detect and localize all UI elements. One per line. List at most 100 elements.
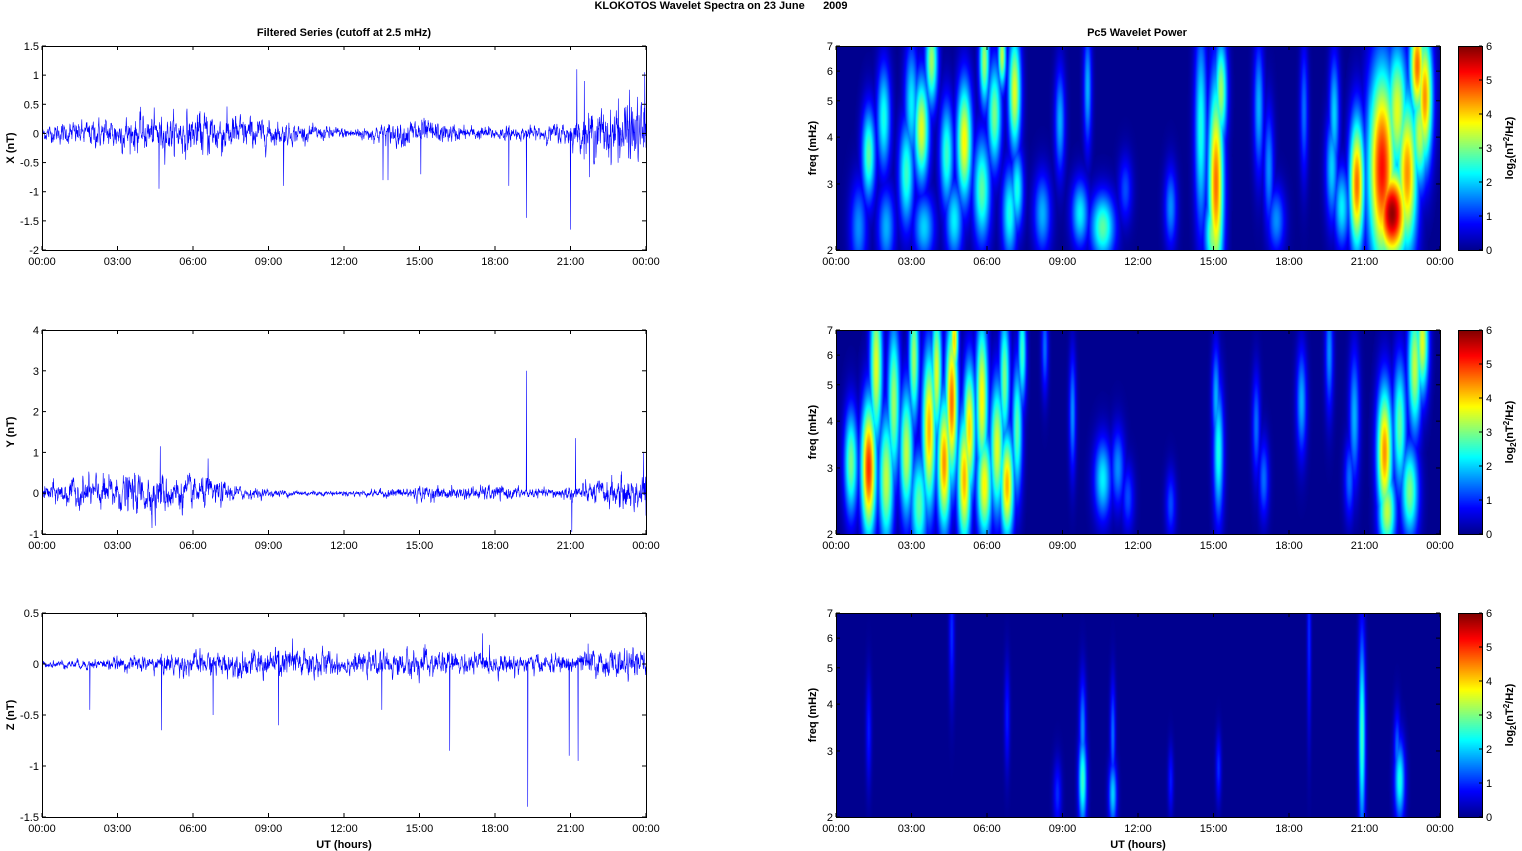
right-column-title: Pc5 Wavelet Power	[1087, 27, 1188, 39]
y-tick-label: 1.5	[24, 41, 39, 53]
x-tick-label: 06:00	[179, 540, 207, 552]
x-tick-label: 03:00	[898, 256, 926, 268]
colorbar-tick-label: 3	[1486, 427, 1492, 439]
colorbar-gradient	[1458, 330, 1482, 534]
colorbar-gradient	[1458, 613, 1482, 817]
y-tick-label: 2	[33, 407, 39, 419]
x-tick-label: 15:00	[1200, 540, 1228, 552]
colorbar-label: log2(nT2/Hz)	[1502, 116, 1518, 179]
x-tick-label: 09:00	[1049, 256, 1077, 268]
x-spectrum-colorbar: 0 1 2 3 4 5 6 log2(nT2/Hz)	[1458, 41, 1518, 257]
colorbar-tick-label: 0	[1486, 245, 1492, 257]
axes-frame	[42, 613, 647, 818]
colorbar-tick-label: 1	[1486, 211, 1492, 223]
colorbar-gradient	[1458, 46, 1482, 250]
x-tick-label: 09:00	[255, 823, 283, 835]
x-tick-label: 18:00	[1275, 823, 1303, 835]
x-tick-label: 21:00	[557, 540, 585, 552]
x-tick-label: 18:00	[481, 823, 509, 835]
x-axis-label: UT (hours)	[316, 839, 372, 851]
y-tick-label: 6	[827, 633, 833, 645]
x-tick-label: 00:00	[1426, 823, 1454, 835]
y-tick-label: 7	[827, 41, 833, 53]
x-tick-label: 06:00	[179, 256, 207, 268]
x-tick-label: 15:00	[1200, 256, 1228, 268]
y-axis-label: Z (nT)	[5, 699, 17, 730]
y-tick-label: -1.5	[20, 216, 39, 228]
colorbar-frame	[1458, 613, 1483, 818]
y-tick-label: 0.5	[24, 99, 39, 111]
x-tick-label: 03:00	[104, 823, 132, 835]
y-series-panel: 00:00 03:00 06:00 09:00 12:00 15:00 18:00 21:00…	[5, 325, 660, 552]
x-tick-label: 18:00	[481, 540, 509, 552]
colorbar-tick-label: 0	[1486, 812, 1492, 824]
y-tick-label: 7	[827, 608, 833, 620]
y-tick-label: 0	[33, 659, 39, 671]
x-tick-label: 21:00	[1351, 823, 1379, 835]
y-tick-label: -1	[29, 187, 39, 199]
y-spectrum-heatmap	[836, 330, 1440, 534]
x-tick-label: 00:00	[1426, 540, 1454, 552]
y-tick-label: 4	[827, 699, 833, 711]
y-tick-label: -2	[29, 245, 39, 257]
y-tick-label: 4	[827, 132, 833, 144]
x-tick-label: 15:00	[1200, 823, 1228, 835]
colorbar-frame	[1458, 330, 1483, 535]
y-tick-label: 2	[827, 245, 833, 257]
x-tick-label: 18:00	[1275, 540, 1303, 552]
x-tick-label: 06:00	[973, 540, 1001, 552]
y-tick-label: 0	[33, 128, 39, 140]
y-tick-label: 5	[827, 663, 833, 675]
figure-title: KLOKOTOS Wavelet Spectra on 23 June 2009	[594, 0, 847, 12]
x-tick-label: 00:00	[28, 256, 56, 268]
x-tick-label: 12:00	[330, 823, 358, 835]
x-tick-label: 09:00	[255, 540, 283, 552]
x-tick-label: 00:00	[822, 256, 850, 268]
x-tick-label: 06:00	[973, 823, 1001, 835]
colorbar-tick-label: 3	[1486, 710, 1492, 722]
colorbar-label: log2(nT2/Hz)	[1502, 400, 1518, 463]
colorbar-tick-label: 1	[1486, 778, 1492, 790]
x-tick-label: 12:00	[1124, 256, 1152, 268]
y-axis-label: X (nT)	[5, 132, 17, 163]
colorbar-tick-label: 5	[1486, 75, 1492, 87]
x-tick-label: 00:00	[28, 540, 56, 552]
axes-frame	[42, 330, 647, 535]
colorbar-tick-label: 2	[1486, 461, 1492, 473]
left-column-title: Filtered Series (cutoff at 2.5 mHz)	[257, 27, 432, 39]
y-tick-label: -1.5	[20, 812, 39, 824]
y-tick-label: 7	[827, 325, 833, 337]
axes-frame	[42, 46, 647, 251]
y-tick-label: 3	[33, 366, 39, 378]
x-tick-label: 18:00	[481, 256, 509, 268]
x-tick-label: 12:00	[330, 256, 358, 268]
y-tick-label: -1	[29, 529, 39, 541]
y-tick-label: 2	[827, 812, 833, 824]
x-tick-label: 21:00	[1351, 256, 1379, 268]
x-tick-label: 03:00	[104, 256, 132, 268]
y-tick-label: -0.5	[20, 710, 39, 722]
x-tick-label: 12:00	[1124, 823, 1152, 835]
x-tick-label: 00:00	[822, 823, 850, 835]
y-tick-label: 4	[827, 416, 833, 428]
y-tick-label: 0	[33, 488, 39, 500]
colorbar-tick-label: 0	[1486, 529, 1492, 541]
x-tick-label: 00:00	[822, 540, 850, 552]
y-axis-label: freq (mHz)	[807, 404, 819, 459]
z-spectrum-panel: 00:00 03:00 06:00 09:00 12:00 15:00 18:00 21:00…	[807, 608, 1454, 851]
x-tick-label: 06:00	[973, 256, 1001, 268]
y-tick-label: 1	[33, 70, 39, 82]
z-spectrum-colorbar: 0 1 2 3 4 5 6 log2(nT2/Hz)	[1458, 608, 1518, 824]
x-tick-label: 03:00	[898, 823, 926, 835]
x-tick-label: 12:00	[330, 540, 358, 552]
x-tick-label: 03:00	[898, 540, 926, 552]
y-tick-label: 3	[827, 179, 833, 191]
x-tick-label: 00:00	[632, 823, 660, 835]
y-series-trace	[42, 370, 646, 533]
x-tick-label: 21:00	[1351, 540, 1379, 552]
y-axis-label: freq (mHz)	[807, 687, 819, 742]
colorbar-tick-label: 4	[1486, 393, 1492, 405]
colorbar-tick-label: 5	[1486, 642, 1492, 654]
x-tick-label: 12:00	[1124, 540, 1152, 552]
colorbar-tick-label: 2	[1486, 177, 1492, 189]
